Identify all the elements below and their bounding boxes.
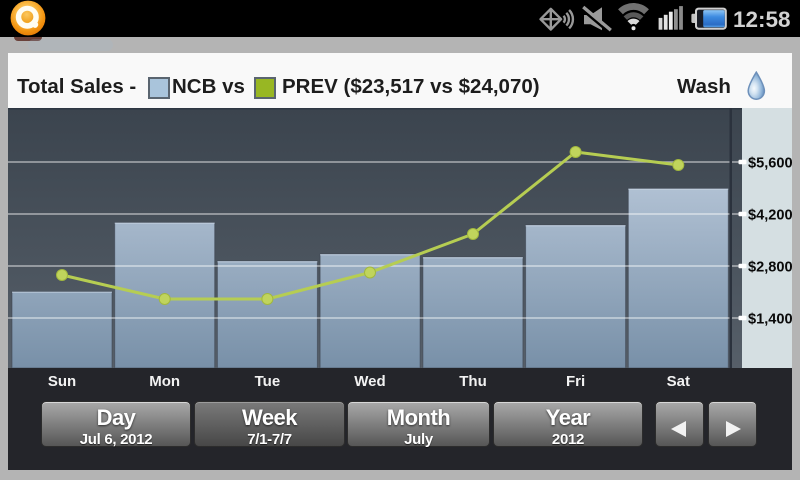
svg-text:$1,400: $1,400 (748, 312, 792, 328)
svg-text:$5,600: $5,600 (748, 156, 792, 172)
svg-text:12:58: 12:58 (733, 7, 791, 32)
svg-text:$4,200: $4,200 (748, 208, 792, 224)
svg-text:$2,800: $2,800 (748, 260, 792, 276)
